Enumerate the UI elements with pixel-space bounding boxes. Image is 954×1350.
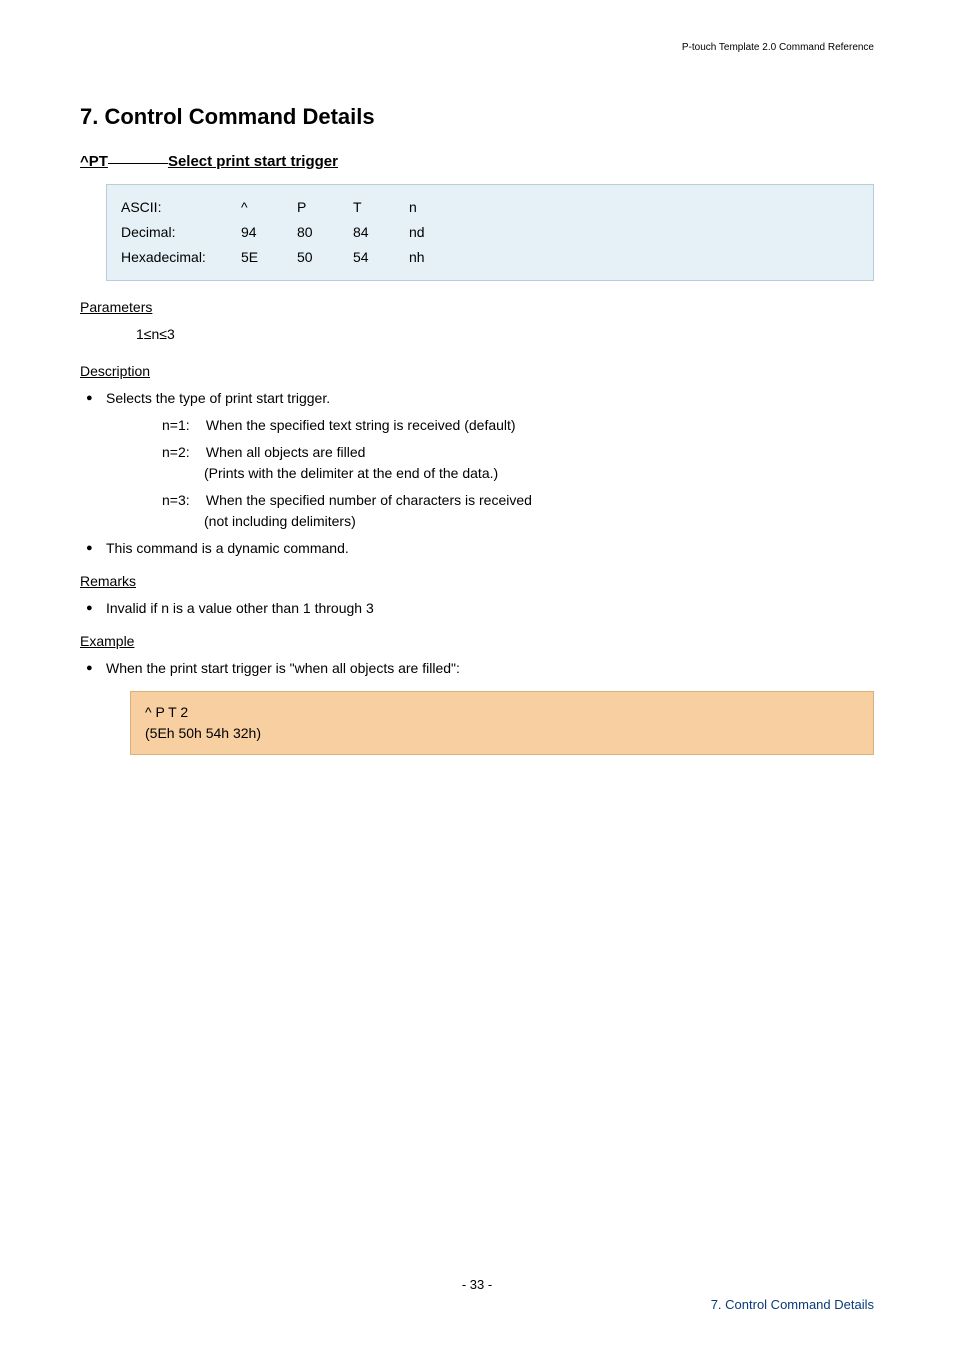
page-number: - 33 - [0, 1275, 954, 1295]
command-title: Select print start trigger [168, 153, 338, 170]
table-row: Hexadecimal: 5E 50 54 nh [121, 245, 465, 270]
cell: ^ [241, 195, 297, 220]
example-bullet: When the print start trigger is "when al… [86, 658, 874, 679]
table-row: ASCII: ^ P T n [121, 195, 465, 220]
desc-item-2: n=2: When all objects are filled (Prints… [162, 442, 874, 484]
cell: 50 [297, 245, 353, 270]
desc-item-3: n=3: When the specified number of charac… [162, 490, 874, 532]
cell: 94 [241, 220, 297, 245]
cell: 80 [297, 220, 353, 245]
example-line-2: (5Eh 50h 54h 32h) [145, 723, 859, 744]
cell: nh [409, 245, 465, 270]
desc-item-key: n=3: [162, 490, 202, 511]
doc-header-title: P-touch Template 2.0 Command Reference [682, 40, 874, 55]
desc-bullet-1: Selects the type of print start trigger.… [86, 388, 874, 532]
cell: n [409, 195, 465, 220]
desc-item-text: When all objects are filled [206, 444, 366, 460]
cell: nd [409, 220, 465, 245]
desc-item-cont: (Prints with the delimiter at the end of… [204, 463, 874, 484]
parameters-heading: Parameters [80, 297, 874, 318]
row-label: Decimal: [121, 220, 241, 245]
desc-item-key: n=1: [162, 415, 202, 436]
row-label: ASCII: [121, 195, 241, 220]
desc-item-key: n=2: [162, 442, 202, 463]
remarks-bullet: Invalid if n is a value other than 1 thr… [86, 598, 874, 619]
cell: P [297, 195, 353, 220]
row-label: Hexadecimal: [121, 245, 241, 270]
desc-bullet-1-text: Selects the type of print start trigger. [106, 390, 330, 406]
description-heading: Description [80, 361, 874, 382]
encoding-rows: ASCII: ^ P T n Decimal: 94 80 84 nd Hexa… [121, 195, 465, 270]
cell: 54 [353, 245, 409, 270]
example-line-1: ^ P T 2 [145, 702, 859, 723]
example-heading: Example [80, 631, 874, 652]
desc-item-text: When the specified number of characters … [206, 492, 532, 508]
desc-item-text: When the specified text string is receiv… [206, 417, 516, 433]
desc-bullet-2: This command is a dynamic command. [86, 538, 874, 559]
section-heading: 7. Control Command Details [80, 100, 874, 133]
example-box: ^ P T 2 (5Eh 50h 54h 32h) [130, 691, 874, 755]
command-name: ^PT [80, 153, 108, 170]
cmd-gap-underline [108, 163, 168, 164]
cell: 84 [353, 220, 409, 245]
parameters-line: 1≤n≤3 [136, 324, 874, 345]
remarks-heading: Remarks [80, 571, 874, 592]
cell: T [353, 195, 409, 220]
command-header: ^PT Select print start trigger [80, 151, 874, 174]
encoding-table: ASCII: ^ P T n Decimal: 94 80 84 nd Hexa… [106, 184, 874, 281]
cell: 5E [241, 245, 297, 270]
desc-item-cont: (not including delimiters) [204, 511, 874, 532]
footer-section-title: 7. Control Command Details [711, 1295, 874, 1315]
table-row: Decimal: 94 80 84 nd [121, 220, 465, 245]
desc-item-1: n=1: When the specified text string is r… [162, 415, 874, 436]
